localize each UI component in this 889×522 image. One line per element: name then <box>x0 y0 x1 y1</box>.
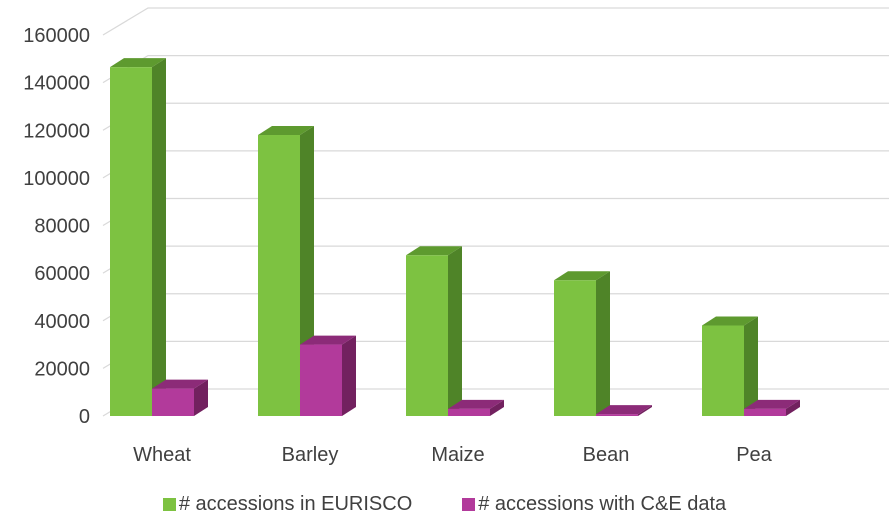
plot-area: 0 20000 40000 60000 80000 100000 120000 140000 1… <box>23 7 889 466</box>
gridline <box>102 150 889 179</box>
y-tick-label: 40000 <box>34 311 90 333</box>
bar-top <box>300 335 356 345</box>
y-tick-label: 60000 <box>34 263 90 285</box>
y-tick-label: 140000 <box>23 73 90 95</box>
gridline <box>102 197 889 227</box>
bar-top <box>152 379 208 389</box>
bar-top <box>702 316 758 326</box>
bar-side <box>152 58 166 416</box>
bar-wheat-series-2 <box>152 388 194 416</box>
y-tick-label: 160000 <box>23 25 90 47</box>
x-tick-label: Maize <box>431 444 484 466</box>
bar-top <box>744 399 800 409</box>
gridline <box>102 293 889 322</box>
y-tick-label: 120000 <box>23 120 90 142</box>
bar-side <box>786 399 800 416</box>
bar-top <box>596 405 652 415</box>
bar-top <box>554 271 610 281</box>
gridline <box>102 340 889 369</box>
legend-label-eurisco: # accessions in EURISCO <box>178 493 413 515</box>
bar-maize-series-1 <box>406 255 448 416</box>
bar-wheat-series-1 <box>110 67 152 416</box>
legend: # accessions in EURISCO # accessions wit… <box>0 493 889 516</box>
bar-bean-series-1 <box>554 280 596 416</box>
bar-bean-series-2 <box>596 414 638 416</box>
bar-pea-series-2 <box>744 408 786 416</box>
bar-top <box>258 126 314 136</box>
x-tick-label: Pea <box>736 444 772 466</box>
legend-swatch-ce-data <box>462 498 476 511</box>
bar-side <box>744 316 758 416</box>
legend-item-eurisco: # accessions in EURISCO <box>162 493 413 516</box>
gridline <box>102 245 889 274</box>
bar-barley-series-2 <box>300 344 342 416</box>
bar-side <box>596 271 610 416</box>
bar-top <box>448 399 504 409</box>
y-tick-label: 20000 <box>34 358 90 380</box>
x-tick-label: Wheat <box>133 444 191 466</box>
bar-side <box>448 246 462 416</box>
legend-swatch-eurisco <box>162 498 176 511</box>
bar-top <box>406 246 462 256</box>
y-tick-label: 80000 <box>34 216 90 238</box>
y-tick-label: 100000 <box>23 168 90 190</box>
bar-pea-series-1 <box>702 325 744 416</box>
bar-side <box>638 405 652 416</box>
bar-side <box>194 379 208 416</box>
gridline <box>102 102 889 131</box>
legend-item-ce-data: # accessions with C&E data <box>462 493 726 516</box>
bar-side <box>490 399 504 416</box>
bar-barley-series-1 <box>258 135 300 416</box>
y-tick-label: 0 <box>79 406 90 428</box>
bar-side <box>342 335 356 416</box>
gridline <box>102 7 889 36</box>
legend-label-ce-data: # accessions with C&E data <box>478 493 727 515</box>
bar-maize-series-2 <box>448 408 490 416</box>
gridline <box>102 55 889 84</box>
x-tick-label: Bean <box>583 444 630 466</box>
bar-top <box>110 58 166 68</box>
x-tick-label: Barley <box>282 444 339 466</box>
